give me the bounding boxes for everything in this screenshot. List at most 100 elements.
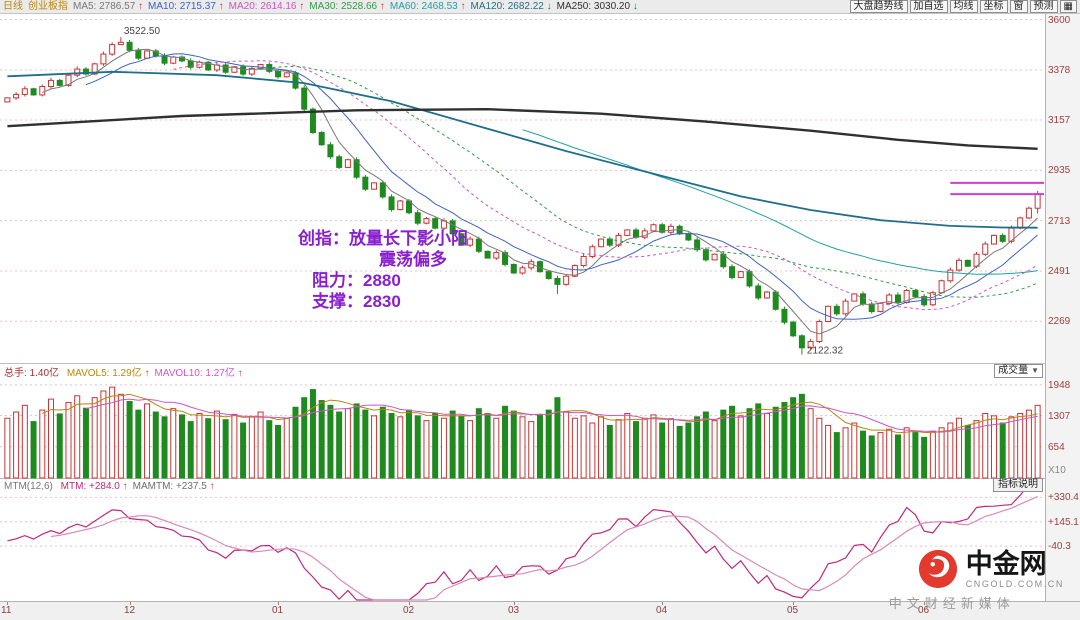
chevron-down-icon: ▼ [1031,366,1039,375]
time-axis-label: 02 [403,605,415,616]
candle-body [798,335,805,349]
volume-bar [30,421,37,479]
volume-bar [921,436,928,479]
volume-bar [327,404,334,479]
candle-body [318,132,325,146]
volume-bar [475,408,482,479]
volume-bar [554,397,561,479]
toolbar-button[interactable]: 加自选 [909,0,948,13]
volume-bar [851,422,858,479]
toolbar: 日线 创业板指 MA5: 2786.57 ↑ MA10: 2715.37 ↑ MA2… [0,0,1080,14]
candle-body [510,263,517,274]
candle-body [982,243,989,255]
axis-label: 1307 [1048,410,1071,422]
time-axis-label: 03 [508,605,520,616]
candle-body [362,176,369,190]
volume-bar [205,418,212,479]
volume-bar [13,411,20,479]
candle-body [388,196,395,211]
volume-bar [353,403,360,479]
candle-body [1025,207,1032,219]
volume-bar [4,417,11,479]
volume-indicator-select[interactable]: 成交量 ▼ [994,364,1043,378]
time-axis-label: 05 [787,605,799,616]
candle-body [755,285,762,299]
candle-body [248,67,255,75]
volume-bar [126,401,133,479]
volume-bar [868,435,875,479]
volume-bar [842,427,849,479]
mamtm-line [50,496,1038,601]
toolbar-button[interactable]: 坐标 [979,0,1008,13]
volume-bar [886,428,893,479]
panel-layout-icon[interactable]: ▦ [1059,0,1077,13]
volume-bar [912,432,919,479]
candle-body [851,293,858,302]
volume-bar [624,412,631,479]
candle-body [938,280,945,294]
candle-body [91,63,98,75]
volume-bar [982,412,989,479]
candle-body [205,61,212,71]
volume-bar [178,414,185,479]
candle-body [694,239,701,251]
axis-tick [278,602,279,605]
volume-header: 总手: 1.40亿 MAVOL5: 1.29亿 ↑ MAVOL10: 1.27亿 … [4,364,248,379]
candle-body [947,269,954,282]
volume-bar [737,415,744,479]
volume-bar [301,397,308,479]
toolbar-buttons: 大盘趋势线 加自选 均线 坐标窗预测 ▦ [849,0,1077,13]
indicator-value: MTM: +284.0 ↑ [60,481,128,492]
volume-bar [720,409,727,479]
volume-bar [519,416,526,479]
candle-body [423,218,430,224]
candle-body [868,303,875,313]
axis-tick [7,602,8,605]
toolbar-button[interactable]: 大盘趋势线 [849,0,908,13]
candle-body [860,293,867,305]
volume-bar [161,416,168,479]
volume-bar [65,401,72,479]
volume-bar [755,403,762,479]
volume-bar [615,419,622,479]
volume-bar [536,414,543,479]
candle-body [886,294,893,304]
volume-bar [1034,404,1041,479]
candle-body [275,70,282,78]
candle-body [170,56,177,64]
volume-bar [676,425,683,479]
toolbar-button[interactable]: 均线 [949,0,978,13]
candle-body [344,159,351,168]
axis-label: +330.4 [1048,492,1079,504]
candle-body [109,44,116,55]
candle-body [650,224,657,232]
ma60-line [522,129,1038,275]
axis-label: 3157 [1048,115,1071,127]
candle-body [56,79,63,86]
toolbar-period[interactable]: 日线 [3,1,23,12]
volume-bar [1008,416,1015,479]
axis-label: 3378 [1048,64,1071,76]
candle-body [781,308,788,323]
volume-bar [336,411,343,479]
candle-body [956,259,963,271]
mtm-line [7,482,1038,601]
volume-bar [222,419,229,479]
volume-bar [528,421,535,479]
ma-indicator: MA120: 2682.22 ↓ [470,1,552,12]
candle-body [667,225,674,233]
indicator-help-button[interactable]: 指标说明 [993,478,1043,492]
volume-bar [746,408,753,479]
candle-body [379,182,386,198]
candle-body [737,271,744,279]
up-arrow-icon: ↑ [460,1,466,12]
candle-body [571,265,578,277]
volume-bar [702,411,709,479]
ma-indicator: MA10: 2715.37 ↑ [148,1,224,12]
candle-body [580,255,587,267]
volume-bar [964,424,971,479]
candle-body [990,234,997,245]
toolbar-button[interactable]: 窗 [1009,0,1028,13]
toolbar-button[interactable]: 预测 [1029,0,1058,13]
